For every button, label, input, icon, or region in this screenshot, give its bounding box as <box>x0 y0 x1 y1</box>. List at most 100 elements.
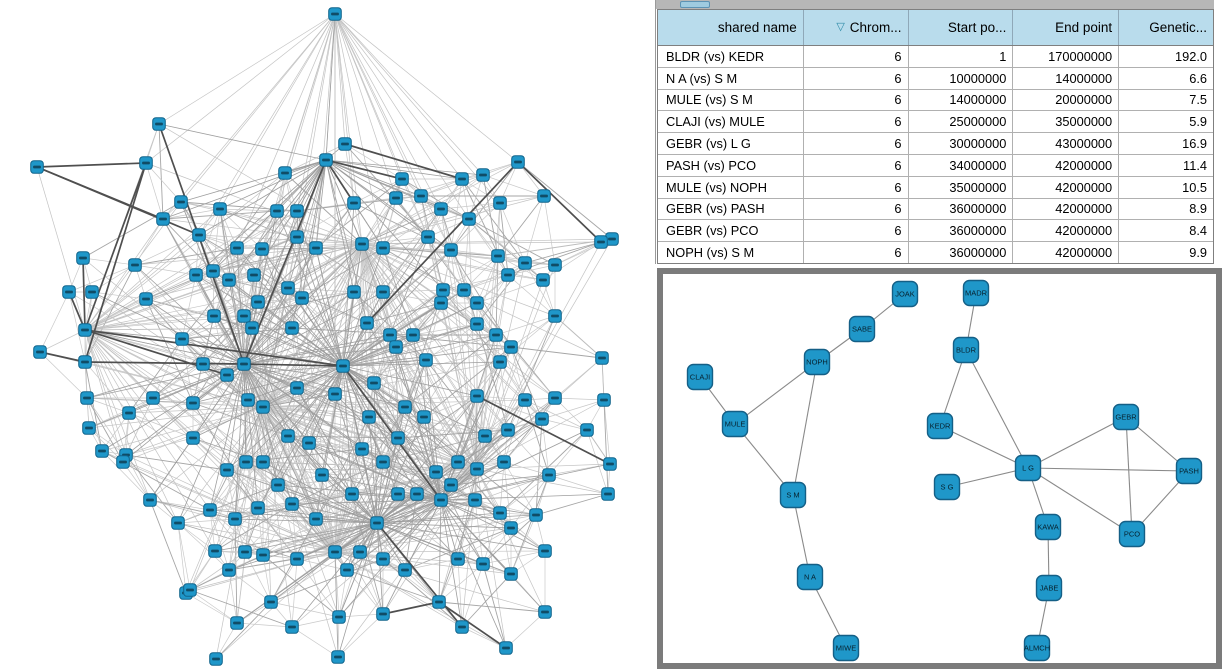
network-node[interactable] <box>338 137 352 151</box>
network-node[interactable] <box>367 376 381 390</box>
network-node[interactable] <box>432 595 446 609</box>
detail-node-s-m[interactable]: S M <box>779 481 807 509</box>
network-node[interactable] <box>362 410 376 424</box>
network-node[interactable] <box>436 283 450 297</box>
network-node[interactable] <box>548 309 562 323</box>
network-node[interactable] <box>237 309 251 323</box>
network-node[interactable] <box>256 455 270 469</box>
network-node[interactable] <box>410 487 424 501</box>
network-node[interactable] <box>347 285 361 299</box>
network-node[interactable] <box>470 462 484 476</box>
network-node[interactable] <box>605 232 619 246</box>
network-node[interactable] <box>376 607 390 621</box>
network-node[interactable] <box>196 357 210 371</box>
table-row[interactable]: N A (vs) S M 6 10000000 14000000 6.6 <box>658 67 1213 90</box>
network-node[interactable] <box>389 191 403 205</box>
network-node[interactable] <box>251 501 265 515</box>
network-node[interactable] <box>421 230 435 244</box>
network-node[interactable] <box>222 273 236 287</box>
network-node[interactable] <box>345 487 359 501</box>
network-node[interactable] <box>285 497 299 511</box>
table-row[interactable]: NOPH (vs) S M 6 36000000 42000000 9.9 <box>658 242 1213 263</box>
detail-node-l-g[interactable]: L G <box>1014 454 1042 482</box>
detail-node-kawa[interactable]: KAWA <box>1034 513 1062 541</box>
network-node[interactable] <box>238 545 252 559</box>
network-node[interactable] <box>501 423 515 437</box>
network-node[interactable] <box>376 241 390 255</box>
network-node[interactable] <box>203 503 217 517</box>
network-node[interactable] <box>434 296 448 310</box>
network-node[interactable] <box>398 400 412 414</box>
network-node[interactable] <box>309 512 323 526</box>
network-node[interactable] <box>208 544 222 558</box>
network-node[interactable] <box>493 506 507 520</box>
network-node[interactable] <box>538 544 552 558</box>
network-node[interactable] <box>319 153 333 167</box>
network-node[interactable] <box>597 393 611 407</box>
network-node[interactable] <box>143 493 157 507</box>
network-node[interactable] <box>391 431 405 445</box>
network-node[interactable] <box>504 567 518 581</box>
network-node[interactable] <box>278 166 292 180</box>
network-node[interactable] <box>548 258 562 272</box>
network-node[interactable] <box>139 156 153 170</box>
network-node[interactable] <box>518 393 532 407</box>
network-node[interactable] <box>493 355 507 369</box>
network-node[interactable] <box>504 521 518 535</box>
network-node[interactable] <box>213 202 227 216</box>
network-node[interactable] <box>470 389 484 403</box>
network-node[interactable] <box>419 353 433 367</box>
network-node[interactable] <box>548 391 562 405</box>
network-node[interactable] <box>455 620 469 634</box>
network-node[interactable] <box>295 291 309 305</box>
network-node[interactable] <box>451 455 465 469</box>
network-node[interactable] <box>451 552 465 566</box>
network-node[interactable] <box>285 620 299 634</box>
network-node[interactable] <box>444 478 458 492</box>
column-header-start-po-[interactable]: Start po... <box>909 10 1014 45</box>
detail-network-canvas[interactable]: JOAK MADR SABE BLDR NOPH CLAJI MULE KEDR GEBR L G… <box>657 268 1222 669</box>
table-row[interactable]: GEBR (vs) PASH 6 36000000 42000000 8.9 <box>658 198 1213 221</box>
network-node[interactable] <box>186 396 200 410</box>
network-node[interactable] <box>255 242 269 256</box>
network-node[interactable] <box>493 196 507 210</box>
network-node[interactable] <box>290 381 304 395</box>
network-node[interactable] <box>360 316 374 330</box>
network-node[interactable] <box>476 168 490 182</box>
network-node[interactable] <box>175 332 189 346</box>
detail-node-pco[interactable]: PCO <box>1118 520 1146 548</box>
detail-node-jabe[interactable]: JABE <box>1035 574 1063 602</box>
network-node[interactable] <box>241 393 255 407</box>
detail-node-madr[interactable]: MADR <box>962 279 990 307</box>
network-node[interactable] <box>328 545 342 559</box>
network-node[interactable] <box>353 545 367 559</box>
table-row[interactable]: MULE (vs) NOPH 6 35000000 42000000 10.5 <box>658 176 1213 199</box>
network-node[interactable] <box>290 552 304 566</box>
network-node[interactable] <box>347 196 361 210</box>
detail-node-joak[interactable]: JOAK <box>891 280 919 308</box>
network-node[interactable] <box>230 241 244 255</box>
network-node[interactable] <box>222 563 236 577</box>
network-node[interactable] <box>395 172 409 186</box>
network-node[interactable] <box>251 295 265 309</box>
network-node[interactable] <box>78 355 92 369</box>
detail-node-bldr[interactable]: BLDR <box>952 336 980 364</box>
network-node[interactable] <box>535 412 549 426</box>
network-node[interactable] <box>30 160 44 174</box>
network-node[interactable] <box>228 512 242 526</box>
table-row[interactable]: MULE (vs) S M 6 14000000 20000000 7.5 <box>658 89 1213 112</box>
network-node[interactable] <box>189 268 203 282</box>
network-node[interactable] <box>518 256 532 270</box>
table-row[interactable]: GEBR (vs) PCO 6 36000000 42000000 8.4 <box>658 220 1213 243</box>
network-node[interactable] <box>256 548 270 562</box>
network-node[interactable] <box>470 317 484 331</box>
network-node[interactable] <box>220 463 234 477</box>
network-node[interactable] <box>271 478 285 492</box>
network-node[interactable] <box>207 309 221 323</box>
network-node[interactable] <box>146 391 160 405</box>
network-node[interactable] <box>455 172 469 186</box>
network-node[interactable] <box>434 202 448 216</box>
network-node[interactable] <box>285 321 299 335</box>
network-node[interactable] <box>536 273 550 287</box>
table-scrollbar-thumb[interactable] <box>680 1 710 8</box>
